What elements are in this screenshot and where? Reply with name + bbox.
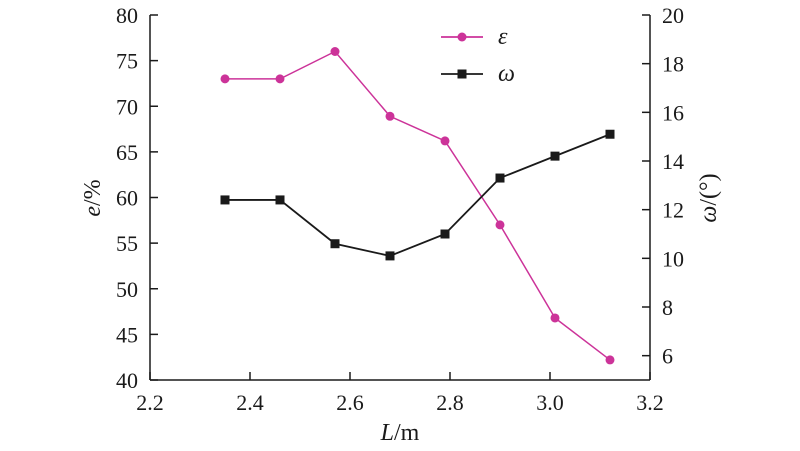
axis-ticks: 2.2 2.4 2.6 2.8 3.0 3.2 40 45 50 55 60 65 70 75 80 6 8 10… (116, 3, 684, 415)
series-line-epsilon (225, 50, 611, 361)
y2-tick-label: 20 (662, 3, 684, 28)
data-point-epsilon (385, 111, 395, 121)
y2-tick-label: 6 (662, 344, 673, 369)
legend-marker-omega (457, 69, 467, 79)
legend-label-epsilon: ε (498, 24, 508, 50)
data-point-epsilon (330, 47, 340, 56)
y-tick-label: 50 (116, 277, 138, 302)
x-tick-label: 2.4 (236, 390, 264, 415)
data-point-epsilon (605, 355, 615, 365)
y2-tick-label: 18 (662, 52, 684, 77)
y-tick-label: 70 (116, 94, 138, 119)
y-tick-label: 65 (116, 140, 138, 165)
data-point-omega (495, 173, 505, 183)
y2-tick-label: 14 (662, 149, 684, 174)
data-point-epsilon (440, 136, 450, 146)
legend-marker-epsilon (457, 32, 467, 42)
data-point-epsilon (275, 74, 285, 84)
y-tick-label: 45 (116, 322, 138, 347)
data-point-omega (220, 195, 230, 205)
legend-label-omega: ω (498, 61, 515, 87)
x-tick-label: 3.0 (536, 390, 564, 415)
x-tick-label: 2.2 (136, 390, 164, 415)
x-axis-title: L/m (380, 420, 420, 446)
data-point-omega (605, 129, 615, 139)
y-tick-label: 40 (116, 368, 138, 393)
data-point-omega (275, 195, 285, 205)
y2-tick-label: 8 (662, 295, 673, 320)
y2-tick-label: 16 (662, 100, 684, 125)
data-point-omega (330, 239, 340, 249)
data-point-epsilon (220, 74, 230, 84)
series-line-omega (225, 133, 611, 257)
data-point-omega (440, 229, 450, 239)
y-axis-title: e/% (80, 179, 106, 216)
y2-tick-label: 12 (662, 198, 684, 223)
data-point-epsilon (550, 313, 560, 323)
x-tick-label: 2.6 (336, 390, 364, 415)
series-layer (220, 47, 615, 365)
y-tick-label: 55 (116, 231, 138, 256)
x-tick-label: 3.2 (636, 390, 664, 415)
legend: εω (441, 24, 515, 87)
y-tick-label: 75 (116, 49, 138, 74)
y2-tick-label: 10 (662, 246, 684, 271)
x-tick-label: 2.8 (436, 390, 464, 415)
y-tick-label: 60 (116, 186, 138, 211)
data-point-omega (550, 151, 560, 161)
data-point-epsilon (495, 220, 505, 230)
data-point-omega (385, 251, 395, 261)
y2-axis-title: ω/(°) (696, 173, 722, 222)
y-tick-label: 80 (116, 3, 138, 28)
